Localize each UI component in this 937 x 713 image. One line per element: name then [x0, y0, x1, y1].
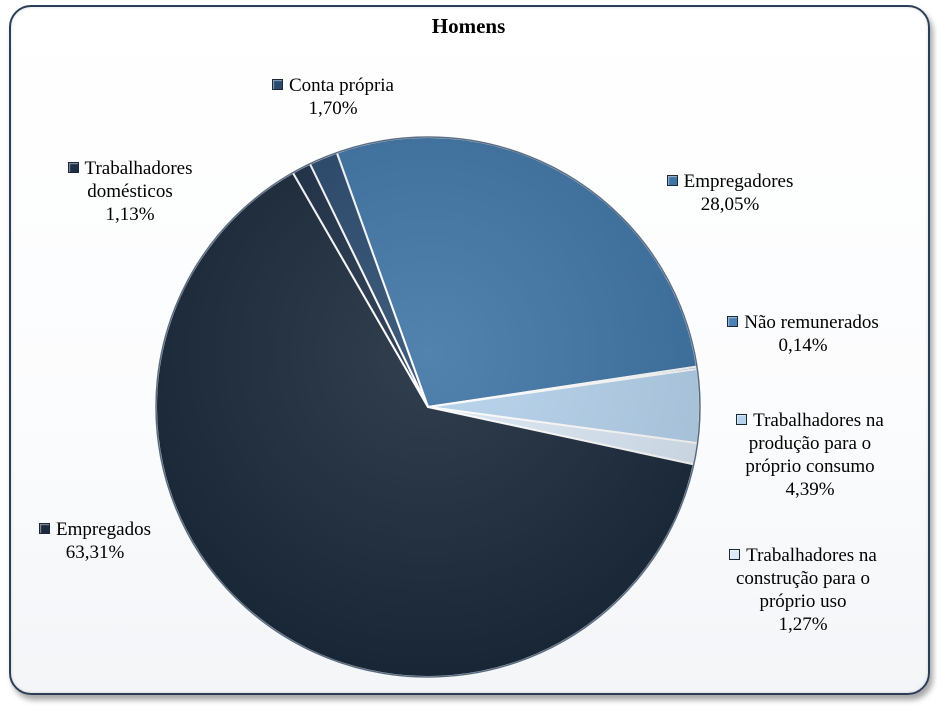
slice-name-empregadores: Empregadores [683, 171, 794, 192]
slice-name-producao-line2: produção para o [748, 433, 872, 454]
slice-label-empregados: Empregados 63,31% [10, 518, 180, 564]
slice-pct-empregados: 63,31% [65, 542, 125, 563]
slice-label-conta-propria: Conta própria 1,70% [238, 74, 428, 120]
slice-name-producao-line3: próprio consumo [745, 456, 875, 477]
slice-pct-nao-remunerados: 0,14% [778, 335, 828, 356]
slice-name-domesticos-line1: Trabalhadores [84, 158, 193, 179]
legend-swatch-empregadores [666, 175, 678, 186]
legend-swatch-conta-propria [271, 79, 283, 90]
slice-pct-producao-consumo: 4,39% [785, 479, 835, 500]
slice-name-nao-remunerados: Não remunerados [744, 312, 879, 333]
slice-label-domesticos: Trabalhadores domésticos 1,13% [40, 157, 220, 226]
slice-pct-construcao-uso: 1,27% [778, 614, 828, 635]
slice-name-construcao-line3: próprio uso [759, 591, 847, 612]
slice-pct-conta-propria: 1,70% [308, 98, 358, 119]
slice-label-construcao-uso: Trabalhadores na construção para o própr… [698, 544, 908, 636]
slice-pct-empregadores: 28,05% [700, 194, 760, 215]
slice-label-nao-remunerados: Não remunerados 0,14% [703, 311, 903, 357]
chart-title: Homens [431, 14, 506, 38]
slice-name-domesticos-line2: domésticos [87, 181, 173, 202]
slice-name-conta-propria: Conta própria [288, 75, 394, 96]
slice-name-construcao-line2: construção para o [736, 568, 870, 589]
slice-name-construcao-line1: Trabalhadores na [746, 545, 877, 566]
slice-label-empregadores: Empregadores 28,05% [630, 170, 830, 216]
slice-label-producao-consumo: Trabalhadores na produção para o próprio… [710, 409, 910, 501]
legend-swatch-producao-consumo [736, 414, 748, 425]
slice-name-empregados: Empregados [56, 519, 151, 540]
legend-swatch-construcao-uso [729, 549, 741, 560]
slice-pct-domesticos: 1,13% [105, 204, 155, 225]
legend-swatch-empregados [39, 523, 50, 534]
legend-swatch-domesticos [67, 162, 79, 173]
legend-swatch-nao-remunerados [727, 316, 739, 327]
slice-name-producao-line1: Trabalhadores na [753, 410, 884, 431]
